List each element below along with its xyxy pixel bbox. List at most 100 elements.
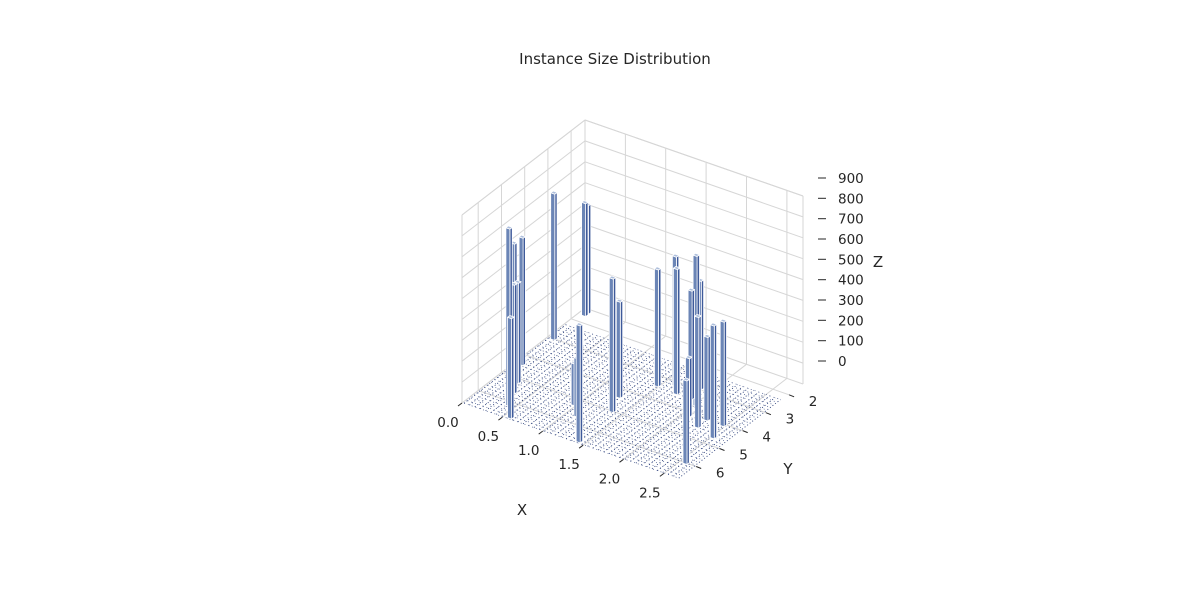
x-tick-label: 1.5 [558, 457, 579, 473]
floor-bar-row [506, 339, 609, 419]
bar-front-face [654, 268, 659, 388]
x-tick-label: 1.0 [518, 443, 539, 459]
floor-bar-row [587, 367, 690, 447]
z-grid-line [584, 182, 804, 260]
bar-top-face [693, 313, 702, 319]
y-tick-label: 4 [762, 430, 771, 446]
z-grid-line [584, 140, 804, 218]
x-axis-label: X [517, 501, 527, 519]
x-tick [498, 416, 503, 421]
bar [575, 322, 584, 444]
bar-front-face [550, 192, 556, 341]
floor-bar-row [614, 376, 717, 456]
floor-bar-row [479, 329, 583, 410]
floor-bar-row [673, 397, 776, 477]
bar [506, 315, 515, 420]
bar-top-face [684, 355, 693, 360]
z-tick-label: 100 [838, 334, 864, 350]
bar-top-face [682, 377, 691, 382]
bar-top-face [505, 225, 514, 230]
z-axis-label: Z [873, 253, 883, 271]
bar [719, 318, 728, 428]
z-tick-label: 400 [838, 273, 864, 289]
floor-bar-row [598, 371, 701, 451]
floor-bar-row [641, 386, 744, 466]
floor-bar-row [533, 348, 636, 428]
x-tick-label: 2.0 [599, 471, 620, 487]
bar-front-face [682, 379, 688, 466]
z-tick-label: 600 [838, 232, 864, 248]
y-tick [696, 466, 702, 469]
y-tick-label: 3 [786, 412, 795, 428]
floor-bar-row [608, 374, 711, 455]
y-axis-label: Y [782, 460, 793, 478]
z-tick-label: 800 [838, 191, 864, 207]
x-tick [619, 458, 624, 463]
x-grid-line [502, 321, 626, 418]
bar-top-face [608, 275, 617, 280]
bar-top-face [513, 279, 522, 284]
bar [615, 298, 624, 400]
bar-top-face [719, 318, 728, 323]
bar [672, 265, 681, 396]
z-tick-label: 0 [838, 354, 847, 370]
bar-front-face [615, 300, 621, 399]
z-tick-label: 200 [838, 313, 864, 329]
bar-top-face [709, 322, 718, 327]
bar-front-face [581, 201, 586, 318]
floor-bar-row [603, 373, 706, 453]
floor-bar-row [538, 350, 642, 430]
floor-bar-row [485, 331, 588, 412]
x-tick-label: 0.0 [437, 415, 458, 431]
bar-top-face [575, 322, 584, 327]
back-wall-pane [585, 120, 803, 384]
bar [608, 275, 617, 414]
y-tick [765, 412, 772, 416]
z-grid-line [461, 119, 586, 216]
bar-top-face [671, 253, 680, 258]
floor-bar-row [651, 389, 754, 470]
y-tick [788, 394, 795, 398]
z-grid-line [584, 119, 804, 197]
z-grid-line [461, 182, 586, 279]
x-tick-label: 0.5 [478, 429, 499, 445]
bar-top-face [653, 266, 662, 271]
grid-lines [461, 119, 804, 474]
floor-bar-row [544, 352, 647, 432]
bar [549, 190, 558, 342]
bar-top-face [703, 333, 712, 339]
bars [505, 190, 728, 466]
x-tick-label: 2.5 [639, 485, 660, 501]
floor-bar-row [571, 361, 674, 441]
bar-top-face [672, 265, 681, 271]
floor-bar-row [474, 328, 577, 408]
bar [682, 377, 691, 466]
y-tick-label: 6 [716, 466, 725, 482]
bar-front-face [575, 323, 581, 444]
bar-front-face [673, 267, 678, 396]
bar-front-face [703, 335, 709, 422]
bar-top-face [580, 200, 589, 205]
bar-top-face [692, 252, 701, 257]
bar-front-face [709, 324, 715, 440]
y-tick [742, 430, 748, 434]
bar [580, 200, 589, 318]
z-grid-line [461, 140, 586, 237]
floor-bar-row [501, 337, 604, 417]
z-grid-line [461, 161, 586, 258]
bar-front-face [507, 316, 513, 420]
bar-front-face [694, 315, 700, 429]
z-tick-label: 700 [838, 212, 864, 228]
bar [653, 266, 662, 388]
z-tick-label: 500 [838, 252, 864, 268]
x-tick [578, 444, 584, 449]
floor-bar-row [678, 399, 781, 479]
x-grid-line [542, 335, 667, 432]
z-tick-label: 300 [838, 293, 864, 309]
z-grid-line [584, 161, 804, 239]
bar [703, 333, 712, 422]
y-tick-label: 2 [809, 394, 818, 410]
bar-front-face [608, 277, 614, 414]
